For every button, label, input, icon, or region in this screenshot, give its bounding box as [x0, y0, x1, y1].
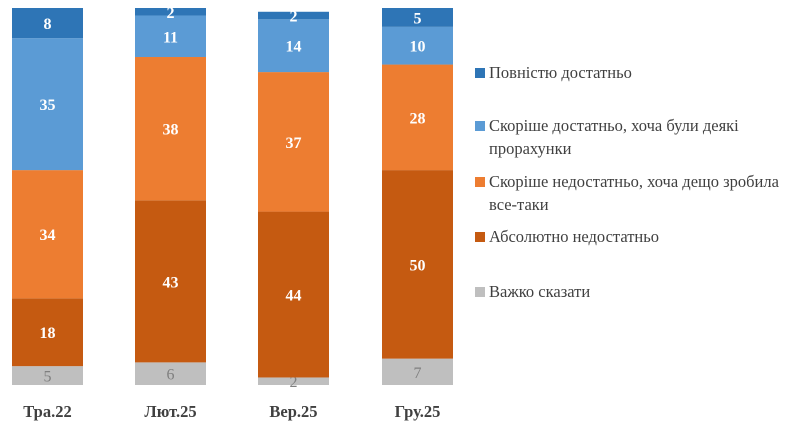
- bar-segment: [12, 170, 83, 299]
- bar-segment: [258, 11, 329, 20]
- legend-label: Скоріше недостатньо, хоча дещо зробила в…: [489, 172, 779, 214]
- x-tick-label: Вер.25: [269, 402, 317, 421]
- bar-segment: [135, 57, 206, 201]
- data-label: 28: [410, 110, 426, 127]
- legend-item: Скоріше достатньо, хоча були деякі прора…: [475, 114, 795, 160]
- data-label: 14: [286, 39, 302, 56]
- bar-segment: [12, 298, 83, 367]
- legend-swatch: [475, 232, 485, 242]
- bar-segment: [258, 211, 329, 378]
- data-label: 8: [44, 16, 52, 33]
- data-label: 7: [414, 365, 422, 382]
- bar-segment: [382, 64, 453, 171]
- legend-item: Важко сказати: [475, 280, 795, 303]
- bar-segment: [135, 8, 206, 16]
- data-label: 34: [40, 227, 56, 244]
- bar-segment: [258, 72, 329, 212]
- bar-segment: [12, 366, 83, 385]
- legend-item: Повністю достатньо: [475, 61, 795, 84]
- bar-segment: [12, 38, 83, 171]
- legend-swatch: [475, 287, 485, 297]
- data-label: 37: [286, 135, 302, 152]
- data-label: 5: [414, 10, 422, 27]
- legend-swatch: [475, 177, 485, 187]
- data-label: 18: [40, 325, 56, 342]
- bar-segment: [12, 8, 83, 39]
- bar-segment: [382, 8, 453, 27]
- x-tick-label: Тра.22: [23, 402, 71, 421]
- bar-segment: [135, 362, 206, 385]
- data-label: 2: [290, 374, 298, 391]
- bar-segment: [258, 19, 329, 73]
- legend-label: Повністю достатньо: [489, 63, 632, 82]
- data-label: 35: [40, 97, 56, 114]
- data-label: 38: [163, 122, 179, 139]
- data-label: 5: [44, 369, 52, 386]
- legend-item: Скоріше недостатньо, хоча дещо зробила в…: [475, 170, 795, 216]
- bar-segment: [258, 377, 329, 385]
- bar-segment: [382, 170, 453, 359]
- legend-label: Абсолютно недостатньо: [489, 227, 660, 246]
- data-label: 10: [410, 39, 426, 56]
- x-tick-label: Лют.25: [144, 402, 196, 421]
- data-label: 2: [290, 9, 298, 26]
- legend-swatch: [475, 121, 485, 131]
- bar-segment: [135, 15, 206, 58]
- data-label: 11: [163, 29, 178, 46]
- bar-segment: [382, 26, 453, 65]
- data-label: 2: [167, 5, 175, 22]
- legend-item: Абсолютно недостатньо: [475, 225, 795, 248]
- x-tick-label: Гру.25: [395, 402, 441, 421]
- stacked-bar-chart: 5 18 34 35 8 Тра.22 6 43 38 11 2 Лют.25 2 44 37 14 2 Вер.…: [12, 5, 453, 421]
- data-label: 43: [163, 274, 179, 291]
- legend-label: Важко сказати: [489, 282, 591, 301]
- legend-swatch: [475, 68, 485, 78]
- data-label: 44: [286, 288, 302, 305]
- legend-label: Скоріше достатньо, хоча були деякі прора…: [489, 116, 739, 158]
- bar-segment: [382, 358, 453, 385]
- data-label: 6: [167, 367, 175, 384]
- data-label: 50: [410, 257, 426, 274]
- bar-segment: [135, 200, 206, 363]
